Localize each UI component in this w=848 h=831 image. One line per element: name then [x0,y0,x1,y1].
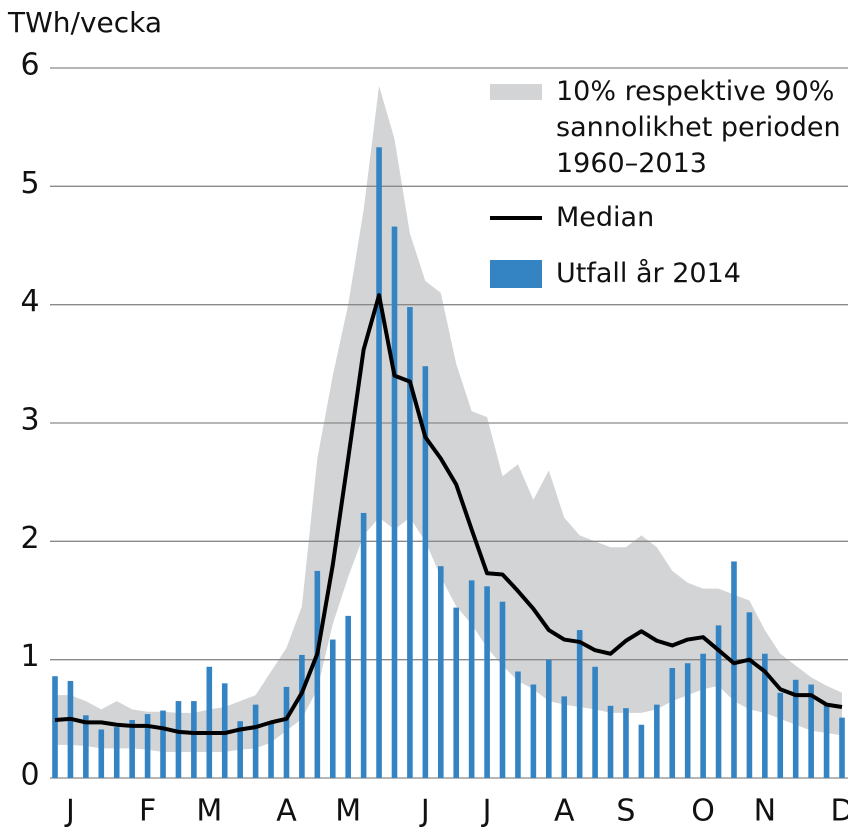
bar [360,512,367,778]
y-tick-label: 0 [20,758,39,793]
bar [546,659,552,778]
grid-layer [50,67,848,779]
bar [808,684,814,778]
bar [453,607,460,778]
x-tick-label: D [830,794,848,829]
bar [237,721,243,778]
bar [839,717,845,778]
legend-swatch [490,260,542,288]
bar [191,701,197,778]
bar [823,704,830,778]
bar [252,704,259,778]
legend-label: Utfall år 2014 [556,258,741,289]
bar [638,724,645,778]
y-tick-label: 3 [20,403,39,438]
bar [206,666,213,778]
x-tick-label: J [481,794,492,829]
bar [329,639,336,778]
bar [468,580,475,778]
x-tick-label: J [64,794,75,829]
bar [561,696,568,778]
bar [592,666,598,778]
bar [113,727,120,778]
bar [654,704,660,778]
bar [160,710,166,778]
bar [669,667,676,778]
bar [268,722,274,778]
bar [792,679,799,778]
x-tick-label: A [276,794,297,829]
y-tick-label: 5 [20,166,39,201]
x-tick-label: M [196,794,222,829]
bar [283,686,290,778]
bar [345,615,351,778]
band-layer [55,85,842,752]
x-tick-label: J [419,794,430,829]
bar [52,676,58,778]
bar [144,714,151,778]
bar [684,663,691,778]
bar [314,570,321,778]
y-tick-label: 6 [20,48,39,83]
x-tick-label: S [616,794,635,829]
x-tick-label: O [691,794,715,829]
y-tick-label: 2 [20,521,39,556]
bar [67,680,74,778]
bar [437,566,444,778]
legend-label: 10% respektive 90% sannolikhet perioden … [556,76,841,179]
bar [83,715,89,778]
bar [299,654,305,778]
y-axis-label: TWh/vecka [7,6,162,39]
median-line [54,293,843,736]
bar [515,671,521,778]
bar [607,705,614,778]
bar-layer [52,147,845,779]
bar [731,561,737,778]
bar [129,720,135,778]
bar [715,625,722,778]
bar [422,366,429,778]
bar [484,586,490,778]
y-tick-label: 4 [20,284,39,319]
x-tick-label: A [554,794,575,829]
bar [530,684,537,778]
bar [376,147,382,779]
line-layer [54,293,843,736]
bar [623,708,629,778]
bar [746,612,753,778]
bar [391,226,398,779]
probability-band [55,85,842,752]
bar [499,601,506,778]
x-tick-label: M [335,794,361,829]
bar [777,692,784,778]
bar [407,307,413,778]
legend-label: Median [556,202,655,233]
bar [98,729,105,778]
bar [175,701,182,778]
bar [700,653,706,778]
x-tick-label: N [754,794,776,829]
y-tick-label: 1 [20,639,39,674]
bar [221,683,228,778]
bar [762,653,768,778]
x-tick-label: F [139,794,156,829]
bar [576,630,583,778]
